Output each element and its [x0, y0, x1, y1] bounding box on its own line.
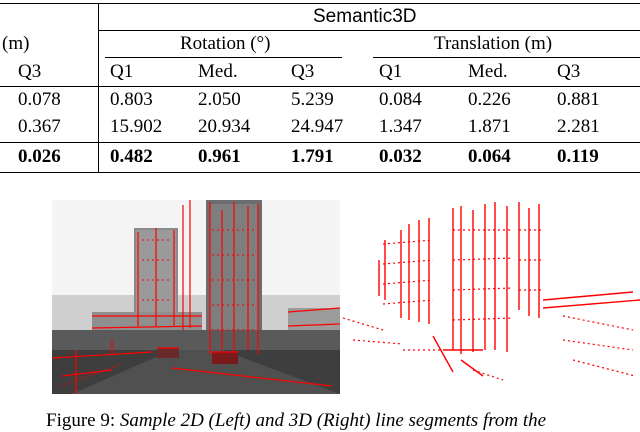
table-cell: 0.226: [468, 89, 511, 110]
translation-header: Translation (m): [434, 33, 553, 54]
column-header: Med.: [468, 61, 508, 82]
dataset-header-rule: [99, 30, 640, 31]
table-cell: 20.934: [198, 116, 251, 137]
table-cell: 1.347: [379, 116, 422, 137]
figure-caption: Figure 9: Sample 2D (Left) and 3D (Right…: [46, 410, 546, 432]
rotation-header: Rotation (°): [180, 33, 271, 54]
table-cell-best: 0.026: [18, 146, 61, 167]
table-cell-best: 0.032: [379, 146, 422, 167]
column-header: Q3: [18, 61, 42, 82]
left-group-header: (m): [2, 33, 30, 54]
table-cell: 0.084: [379, 89, 422, 110]
table-cell: 0.803: [110, 89, 153, 110]
column-header: Q1: [379, 61, 403, 82]
street-photo-2d-lines: [52, 200, 340, 394]
table-cell-best: 1.791: [291, 146, 334, 167]
table-cell: 2.050: [198, 89, 241, 110]
table-cell-best: 0.119: [557, 146, 599, 167]
table-cell: 24.947: [291, 116, 344, 137]
table-cell: 2.281: [557, 116, 600, 137]
translation-header-rule: [373, 57, 640, 58]
table-cell: 15.902: [110, 116, 163, 137]
table-cell-best: 0.961: [198, 146, 241, 167]
table-cell: 0.078: [18, 89, 61, 110]
table-bottom-rule: [0, 172, 640, 173]
table-cell: 0.367: [18, 116, 61, 137]
rotation-header-rule: [105, 57, 342, 58]
header-bottom-rule: [0, 86, 640, 87]
caption-label: Figure 9:: [46, 410, 120, 431]
column-header: Q3: [557, 61, 581, 82]
table-top-rule: [0, 3, 640, 4]
line-segments-3d: [343, 200, 640, 394]
column-header: Q1: [110, 61, 134, 82]
table-column-divider: [98, 3, 99, 173]
table-cell: 0.881: [557, 89, 600, 110]
best-row-rule: [0, 142, 640, 143]
caption-text: Sample 2D (Left) and 3D (Right) line seg…: [119, 410, 547, 431]
table-cell: 5.239: [291, 89, 334, 110]
column-header: Med.: [198, 61, 238, 82]
table-cell-best: 0.482: [110, 146, 153, 167]
column-header: Q3: [291, 61, 315, 82]
table-cell: 1.871: [468, 116, 511, 137]
table-cell-best: 0.064: [468, 146, 511, 167]
dataset-header: Semantic3D: [313, 6, 417, 27]
